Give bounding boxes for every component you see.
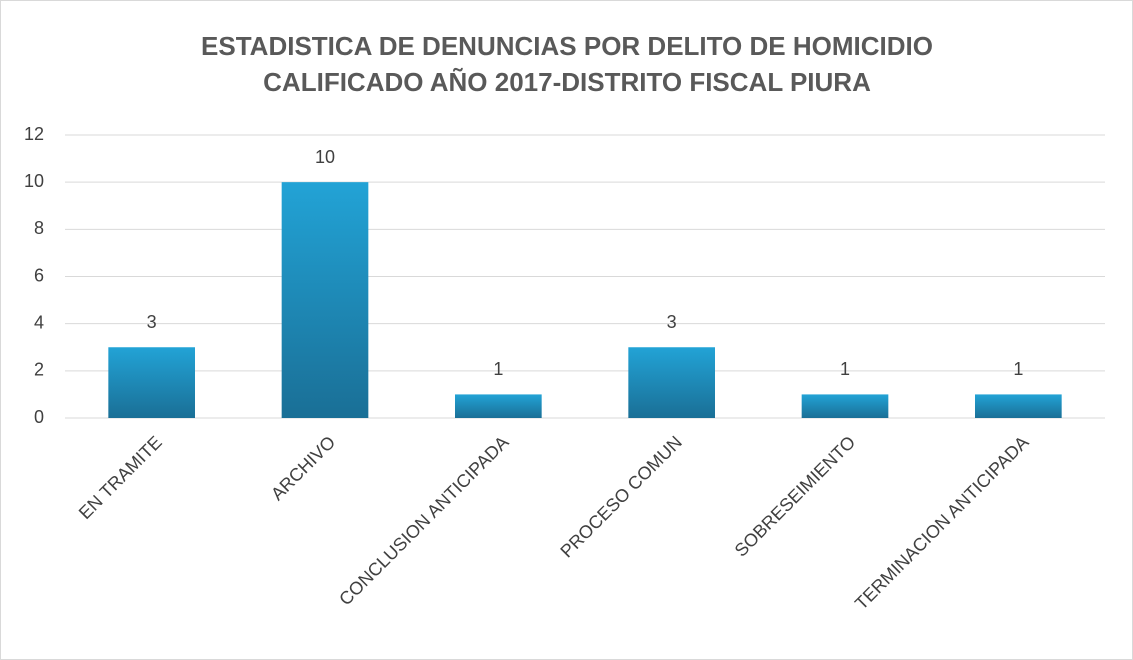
chart-title: ESTADISTICA DE DENUNCIAS POR DELITO DE H… xyxy=(201,31,933,61)
y-tick-label: 6 xyxy=(34,265,44,285)
chart-title: CALIFICADO AÑO 2017-DISTRITO FISCAL PIUR… xyxy=(263,67,871,97)
bar xyxy=(801,394,889,418)
y-tick-label: 10 xyxy=(24,171,44,191)
data-label: 1 xyxy=(493,359,503,379)
bar xyxy=(108,347,195,418)
bar xyxy=(628,347,715,418)
y-tick-label: 12 xyxy=(24,124,44,144)
y-tick-label: 4 xyxy=(34,312,44,332)
bar xyxy=(281,182,369,418)
data-label: 10 xyxy=(315,147,335,167)
data-label: 1 xyxy=(840,359,850,379)
y-tick-label: 2 xyxy=(34,360,44,380)
data-label: 3 xyxy=(147,312,157,332)
y-tick-label: 0 xyxy=(34,407,44,427)
bar xyxy=(975,394,1062,418)
y-tick-label: 8 xyxy=(34,218,44,238)
data-label: 3 xyxy=(667,312,677,332)
data-label: 1 xyxy=(1013,359,1023,379)
bar xyxy=(455,394,542,418)
